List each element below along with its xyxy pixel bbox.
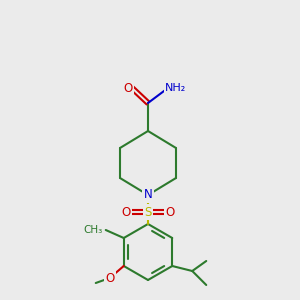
Text: S: S xyxy=(144,206,152,218)
Text: N: N xyxy=(144,188,152,202)
Text: CH₃: CH₃ xyxy=(83,225,103,235)
Text: NH₂: NH₂ xyxy=(165,83,187,93)
Text: O: O xyxy=(105,272,114,284)
Text: O: O xyxy=(122,206,130,218)
Text: O: O xyxy=(165,206,175,218)
Text: O: O xyxy=(123,82,133,94)
